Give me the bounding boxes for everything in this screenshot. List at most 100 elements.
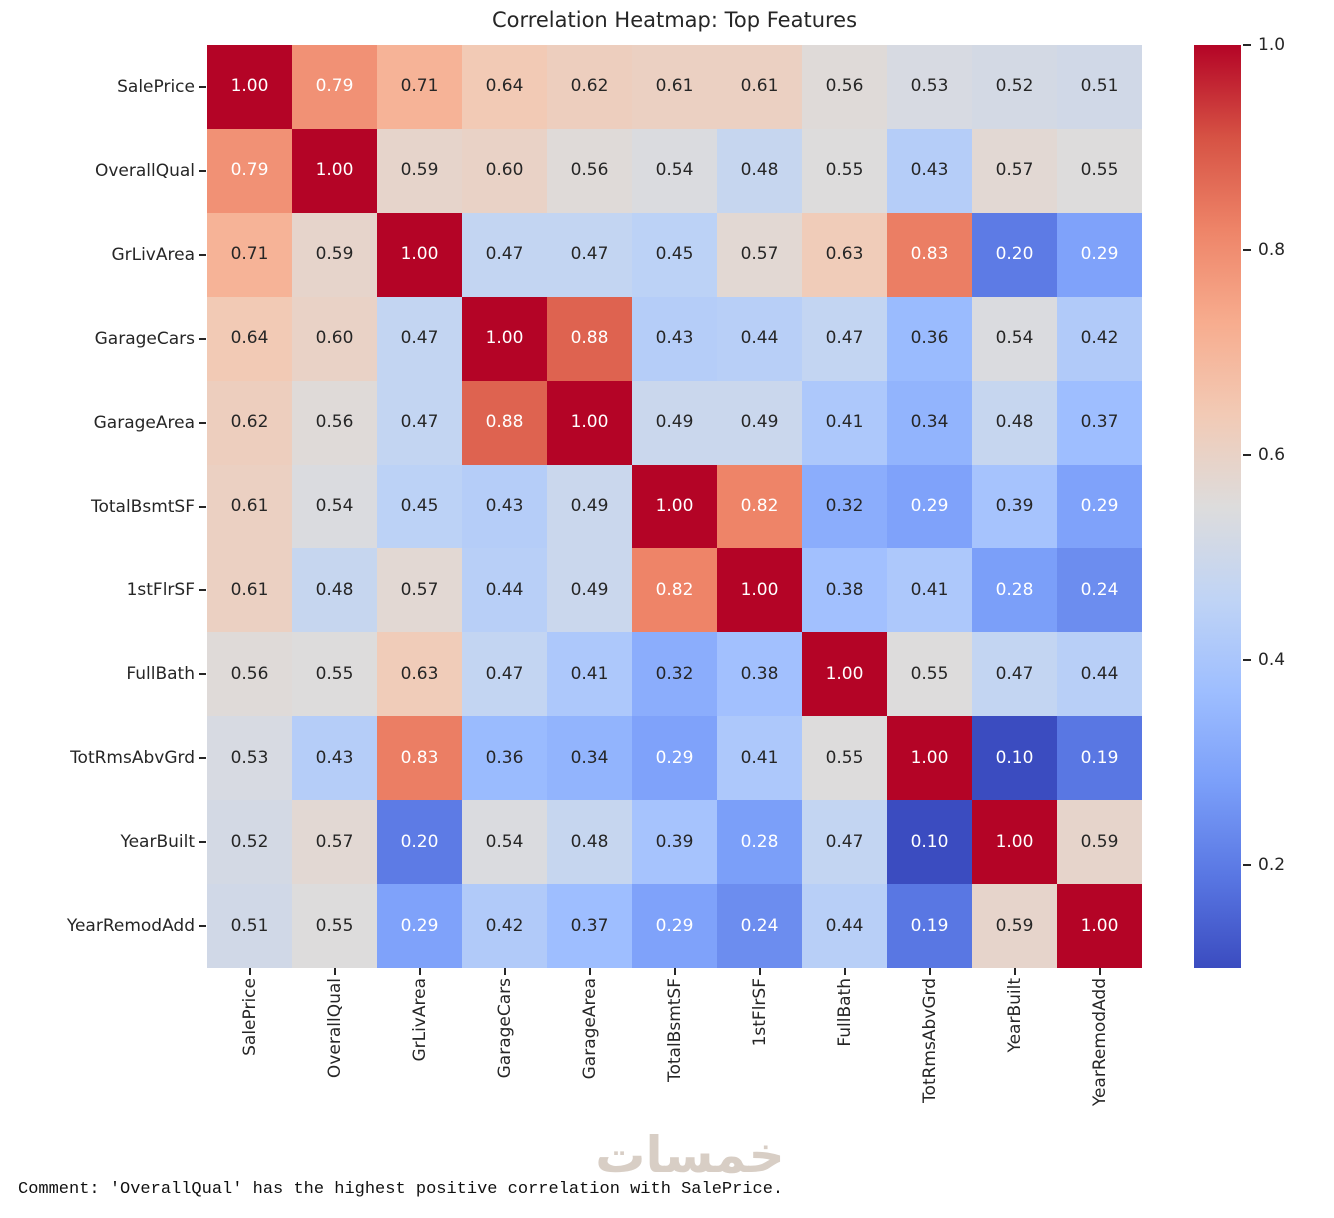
heatmap-cell: 1.00: [972, 800, 1057, 885]
heatmap-cell: 0.41: [887, 548, 972, 633]
heatmap-cell: 1.00: [802, 632, 887, 717]
heatmap-cell: 0.20: [377, 800, 462, 885]
heatmap-cell: 1.00: [292, 128, 377, 213]
heatmap-cell: 0.57: [972, 128, 1057, 213]
colorbar-tick-mark: [1243, 864, 1251, 867]
heatmap-cell: 0.59: [292, 212, 377, 297]
heatmap-cell: 0.55: [292, 884, 377, 968]
colorbar-tick-mark: [1243, 454, 1251, 457]
heatmap-cell: 0.43: [462, 464, 547, 549]
y-tick-mark: [199, 757, 206, 760]
heatmap-cell: 0.44: [717, 296, 802, 381]
heatmap-cell: 0.79: [292, 45, 377, 129]
heatmap-cell: 1.00: [462, 296, 547, 381]
heatmap-cell: 0.49: [717, 380, 802, 465]
x-tick-mark: [503, 968, 506, 975]
heatmap-cell: 0.71: [207, 212, 292, 297]
heatmap-cell: 0.29: [632, 716, 717, 801]
x-tick-label: FullBath: [834, 978, 855, 1047]
heatmap-cell: 0.64: [462, 45, 547, 129]
x-tick-mark: [758, 968, 761, 975]
heatmap-cell: 0.29: [887, 464, 972, 549]
y-tick-label: GarageCars: [94, 328, 195, 349]
heatmap-cell: 0.56: [292, 380, 377, 465]
heatmap-cell: 0.56: [802, 45, 887, 129]
heatmap-grid: 1.00 0.79 0.71 0.64 0.62 0.61 0.61 0.56 0.53 0.52…: [207, 45, 1142, 968]
colorbar-tick-mark: [1243, 249, 1251, 252]
x-tick-label: GarageArea: [579, 978, 600, 1080]
heatmap-cell: 0.47: [462, 632, 547, 717]
y-tick-mark: [199, 589, 206, 592]
comment-text: Comment: 'OverallQual' has the highest p…: [18, 1180, 784, 1199]
heatmap-cell: 0.48: [972, 380, 1057, 465]
heatmap-cell: 0.47: [377, 380, 462, 465]
x-tick-label: 1stFlrSF: [749, 978, 770, 1047]
heatmap-cell: 0.47: [462, 212, 547, 297]
heatmap-cell: 0.61: [717, 45, 802, 129]
heatmap-cell: 0.19: [887, 884, 972, 968]
heatmap-cell: 0.19: [1057, 716, 1142, 801]
x-tick-label: YearRemodAdd: [1089, 978, 1110, 1107]
x-tick-mark: [418, 968, 421, 975]
heatmap-cell: 0.41: [802, 380, 887, 465]
heatmap-cell: 0.48: [717, 128, 802, 213]
heatmap-cell: 1.00: [632, 464, 717, 549]
heatmap-cell: 0.39: [972, 464, 1057, 549]
heatmap-cell: 0.59: [1057, 800, 1142, 885]
heatmap-cell: 0.42: [462, 884, 547, 968]
heatmap-cell: 0.45: [377, 464, 462, 549]
heatmap-cell: 0.51: [207, 884, 292, 968]
heatmap-cell: 0.49: [547, 548, 632, 633]
heatmap-cell: 0.54: [632, 128, 717, 213]
heatmap-cell: 0.88: [462, 380, 547, 465]
heatmap-cell: 0.60: [462, 128, 547, 213]
heatmap-cell: 0.37: [547, 884, 632, 968]
heatmap-cell: 0.29: [1057, 212, 1142, 297]
colorbar-tick-label: 0.2: [1258, 855, 1286, 876]
y-tick-label: TotRmsAbvGrd: [70, 748, 195, 769]
heatmap-cell: 0.34: [887, 380, 972, 465]
heatmap-cell: 0.43: [292, 716, 377, 801]
colorbar-tick-mark: [1243, 659, 1251, 662]
heatmap-cell: 0.41: [717, 716, 802, 801]
heatmap-cell: 0.47: [802, 296, 887, 381]
heatmap-cell: 0.28: [717, 800, 802, 885]
heatmap-cell: 0.88: [547, 296, 632, 381]
x-tick-label: SalePrice: [239, 978, 260, 1056]
heatmap-cell: 0.82: [632, 548, 717, 633]
x-tick-label: GrLivArea: [409, 978, 430, 1062]
watermark: خمسات: [595, 1126, 785, 1184]
y-tick-label: SalePrice: [117, 76, 195, 97]
y-tick-label: YearBuilt: [120, 832, 195, 853]
heatmap-cell: 0.47: [972, 632, 1057, 717]
heatmap-cell: 0.29: [632, 884, 717, 968]
heatmap-cell: 0.83: [887, 212, 972, 297]
heatmap-cell: 0.24: [717, 884, 802, 968]
heatmap-cell: 0.55: [292, 632, 377, 717]
heatmap-cell: 0.37: [1057, 380, 1142, 465]
x-tick-label: YearBuilt: [1004, 978, 1025, 1053]
colorbar-tick-label: 0.6: [1258, 445, 1286, 466]
colorbar-tick-label: 0.8: [1258, 240, 1286, 261]
x-tick-mark: [248, 968, 251, 975]
heatmap-cell: 0.64: [207, 296, 292, 381]
y-tick-mark: [199, 421, 206, 424]
heatmap-cell: 0.71: [377, 45, 462, 129]
heatmap-cell: 0.44: [802, 884, 887, 968]
chart-title: Correlation Heatmap: Top Features: [491, 8, 858, 32]
heatmap-cell: 0.61: [207, 464, 292, 549]
heatmap-cell: 0.51: [1057, 45, 1142, 129]
heatmap-cell: 0.52: [972, 45, 1057, 129]
heatmap-cell: 0.57: [377, 548, 462, 633]
heatmap-cell: 0.39: [632, 800, 717, 885]
x-tick-label: OverallQual: [324, 978, 345, 1079]
heatmap-cell: 0.41: [547, 632, 632, 717]
heatmap-cell: 0.10: [887, 800, 972, 885]
x-tick-mark: [673, 968, 676, 975]
heatmap-cell: 0.24: [1057, 548, 1142, 633]
x-tick-mark: [843, 968, 846, 975]
heatmap-cell: 0.82: [717, 464, 802, 549]
y-tick-mark: [199, 169, 206, 172]
y-tick-label: OverallQual: [94, 160, 195, 181]
heatmap-cell: 1.00: [1057, 884, 1142, 968]
